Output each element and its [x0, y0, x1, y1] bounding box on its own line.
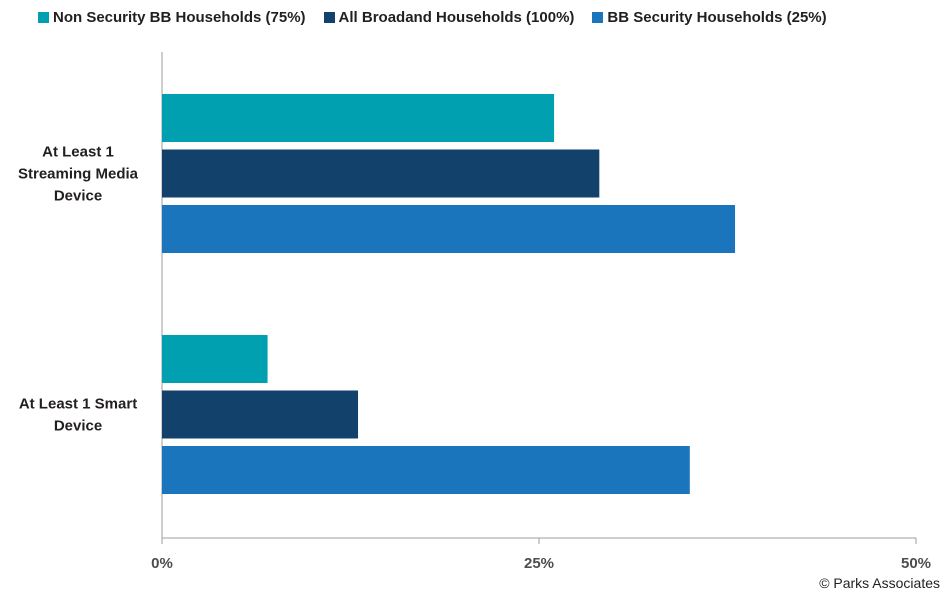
bar-bb-security-cat0 — [162, 205, 736, 253]
bar-all-broadband-cat1 — [162, 390, 359, 439]
legend-swatch-non-security — [38, 11, 49, 23]
legend-item-non-security: Non Security BB Households (75%) — [38, 9, 306, 26]
source-credit: © Parks Associates — [819, 575, 940, 591]
category-label-1: At Least 1 Smart Device — [19, 396, 137, 435]
category-label-0: At Least 1 Streaming Media Device — [18, 144, 139, 205]
bar-bb-security-cat1 — [162, 446, 690, 494]
legend-label-non-security: Non Security BB Households (75%) — [53, 8, 306, 26]
x-tick-label-1: 25% — [524, 555, 554, 572]
legend-item-bb-security: BB Security Households (25%) — [592, 8, 827, 26]
category-label-1-line-0: At Least 1 Smart — [19, 396, 137, 413]
legend-swatch-all-broadband — [323, 11, 335, 23]
category-label-1-line-1: Device — [54, 418, 102, 435]
legend-label-all-broadband: All Broadand Households (100%) — [338, 8, 575, 26]
legend-item-all-broadband: All Broadand Households (100%) — [323, 8, 575, 26]
category-label-0-line-2: Device — [54, 188, 102, 205]
bar-non-security-cat0 — [162, 94, 555, 142]
x-tick-label-2: 50% — [901, 555, 931, 572]
bar-non-security-cat1 — [162, 335, 268, 383]
chart-legend: Non Security BB Households (75%) All Bro… — [38, 6, 845, 28]
legend-swatch-bb-security — [592, 11, 604, 23]
bar-all-broadband-cat0 — [162, 149, 600, 198]
x-tick-label-0: 0% — [151, 555, 173, 572]
category-label-0-line-1: Streaming Media — [18, 166, 139, 183]
category-label-0-line-0: At Least 1 — [42, 144, 114, 161]
legend-label-bb-security: BB Security Households (25%) — [607, 8, 827, 26]
